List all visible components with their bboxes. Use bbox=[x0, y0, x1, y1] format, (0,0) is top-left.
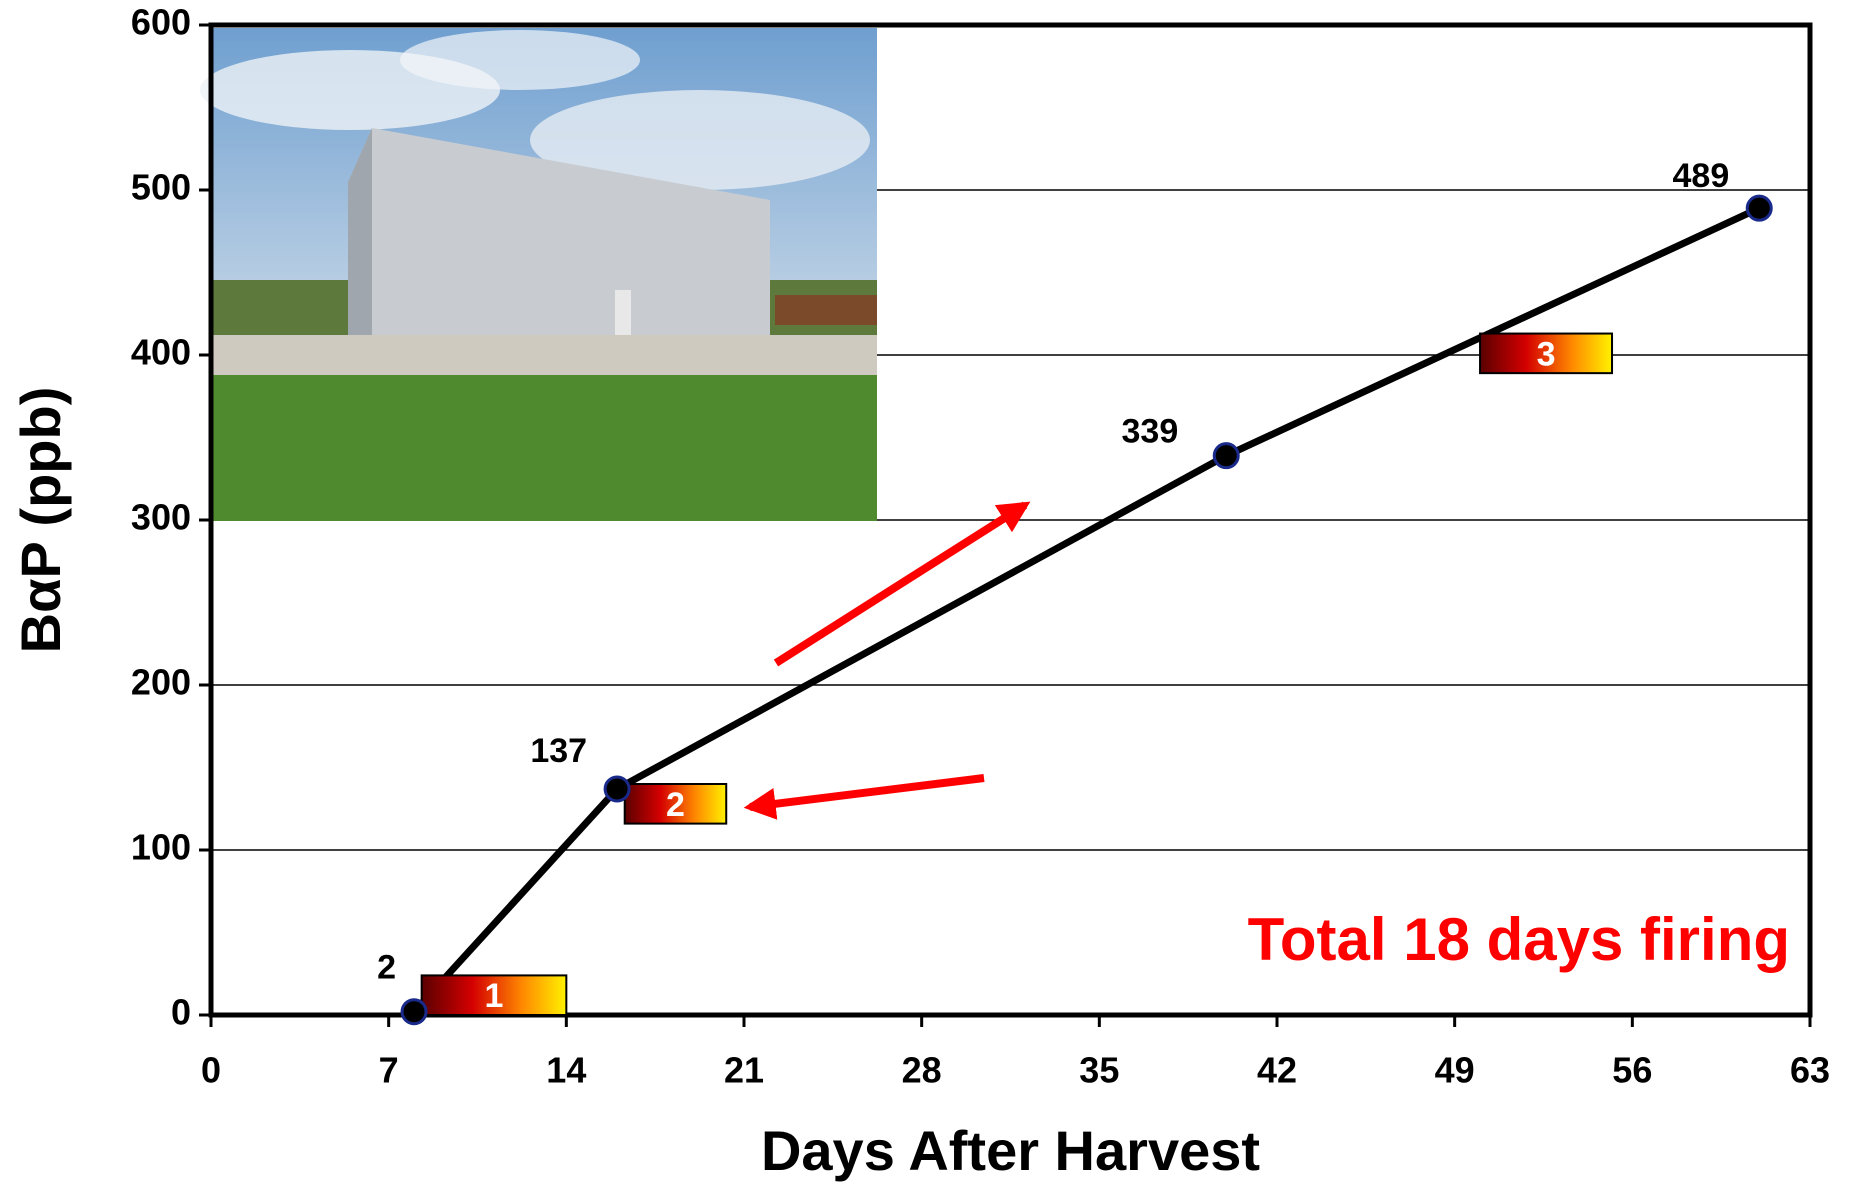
photo-grass bbox=[211, 375, 877, 521]
photo bbox=[200, 28, 877, 521]
y-tick-label: 400 bbox=[131, 332, 191, 373]
photo-door bbox=[615, 290, 631, 335]
x-tick-label: 21 bbox=[724, 1050, 764, 1091]
plot-frame bbox=[208, 22, 1813, 1018]
y-tick-label: 300 bbox=[131, 497, 191, 538]
firing-bar bbox=[1479, 332, 1614, 375]
x-tick-label: 14 bbox=[546, 1050, 586, 1091]
x-tick-label: 0 bbox=[201, 1050, 221, 1091]
y-tick-label: 0 bbox=[171, 992, 191, 1033]
data-point bbox=[1212, 442, 1240, 470]
annotation: Total 18 days firing bbox=[1248, 906, 1790, 973]
data-point bbox=[603, 775, 631, 803]
data-line bbox=[411, 204, 1761, 1015]
x-axis-title: Days After Harvest bbox=[761, 1119, 1260, 1182]
photo-barns bbox=[775, 295, 877, 325]
data-label: 137 bbox=[530, 732, 587, 770]
x-tick-label: 63 bbox=[1790, 1050, 1830, 1091]
firing-bar bbox=[623, 783, 728, 825]
x-tick-label: 28 bbox=[902, 1050, 942, 1091]
photo-building bbox=[348, 128, 770, 345]
x-tick-label: 7 bbox=[379, 1050, 399, 1091]
x-tick-label: 42 bbox=[1257, 1050, 1297, 1091]
data-label: 2 bbox=[377, 949, 396, 987]
y-tick-label: 500 bbox=[131, 167, 191, 208]
arrow bbox=[743, 774, 985, 820]
photo-cloud bbox=[400, 30, 640, 90]
y-axis-title: BαP (ppb) bbox=[9, 387, 72, 654]
firing-label: 1 bbox=[485, 977, 504, 1015]
data-point bbox=[400, 998, 428, 1026]
data-point bbox=[1745, 194, 1773, 222]
y-tick-label: 100 bbox=[131, 827, 191, 868]
firing-label: 3 bbox=[1537, 335, 1556, 373]
x-tick-label: 56 bbox=[1612, 1050, 1652, 1091]
firing-bar bbox=[420, 974, 568, 1017]
x-tick-label: 35 bbox=[1079, 1050, 1119, 1091]
photo-gravel bbox=[211, 335, 877, 375]
x-tick-label: 49 bbox=[1435, 1050, 1475, 1091]
data-label: 339 bbox=[1122, 413, 1179, 451]
photo-building-side bbox=[348, 128, 372, 345]
arrow bbox=[773, 501, 1031, 667]
data-label: 489 bbox=[1673, 157, 1730, 195]
y-tick-label: 200 bbox=[131, 662, 191, 703]
photo-cloud bbox=[530, 90, 870, 190]
y-tick-label: 600 bbox=[131, 2, 191, 43]
firing-label: 2 bbox=[666, 786, 685, 824]
